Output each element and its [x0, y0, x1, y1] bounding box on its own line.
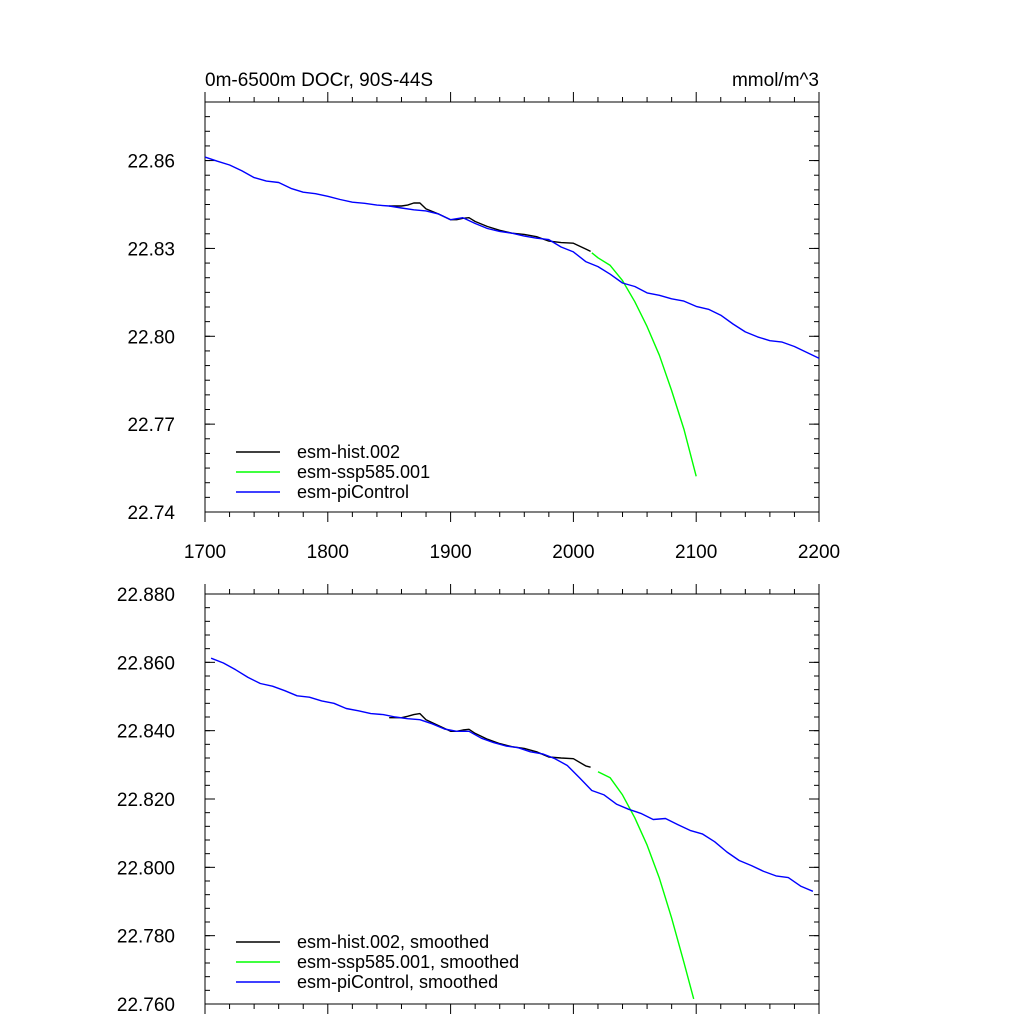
series-line-2	[210, 657, 814, 892]
bottom-plot-lines	[210, 657, 814, 1000]
chart-title: 0m-6500m DOCr, 90S-44S	[205, 70, 433, 91]
top-plot-lines	[204, 156, 820, 477]
legend-label: esm-ssp585.001, smoothed	[297, 952, 519, 972]
x-tick-label: 1900	[429, 542, 471, 563]
y-tick-label: 22.880	[117, 585, 175, 606]
legend-label: esm-hist.002	[297, 442, 400, 462]
series-line-1	[597, 771, 695, 1000]
y-tick-label: 22.74	[127, 503, 175, 524]
legend-label: esm-ssp585.001	[297, 462, 430, 482]
top-axes: 1700 1800 1900 2000 2100 2200 22.74 22.77 22.80 2…	[127, 92, 840, 563]
series-line-0	[389, 202, 591, 253]
legend-label: esm-piControl, smoothed	[297, 972, 498, 992]
legend-label: esm-piControl	[297, 482, 409, 502]
x-tick-label: 1800	[307, 542, 349, 563]
x-tick-label: 1700	[184, 542, 226, 563]
x-tick-label: 2100	[675, 542, 717, 563]
bottom-panel: 22.760 22.780 22.800 22.820 22.840 22.860 22.8…	[117, 584, 820, 1016]
top-panel: 1700 1800 1900 2000 2100 2200 22.74 22.77 22.80 2…	[127, 70, 840, 563]
y-tick-label: 22.840	[117, 722, 175, 743]
y-tick-label: 22.860	[117, 653, 175, 674]
x-tick-label: 2000	[552, 542, 594, 563]
y-tick-label: 22.760	[117, 995, 175, 1016]
series-line-0	[389, 712, 591, 768]
y-tick-label: 22.83	[127, 239, 175, 260]
y-tick-label: 22.800	[117, 858, 175, 879]
legend-label: esm-hist.002, smoothed	[297, 932, 489, 952]
series-line-2	[204, 156, 820, 359]
y-tick-label: 22.80	[127, 327, 175, 348]
y-tick-label: 22.820	[117, 790, 175, 811]
bottom-axes: 22.760 22.780 22.800 22.820 22.840 22.860 22.8…	[117, 584, 820, 1016]
units-label: mmol/m^3	[732, 70, 819, 91]
series-line-1	[591, 252, 697, 477]
y-tick-label: 22.780	[117, 927, 175, 948]
y-tick-label: 22.77	[127, 415, 175, 436]
x-tick-label: 2200	[798, 542, 840, 563]
y-tick-label: 22.86	[127, 152, 175, 173]
